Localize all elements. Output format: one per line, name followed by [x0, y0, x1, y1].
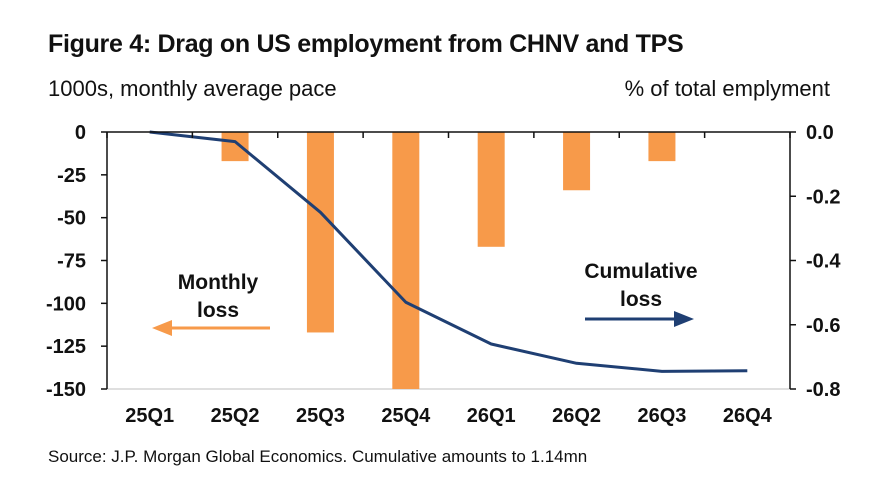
left-tick-label: 0 [75, 122, 86, 144]
left-tick-label: -25 [57, 165, 86, 187]
chart-title: Figure 4: Drag on US employment from CHN… [48, 30, 684, 58]
category-label-25Q4: 25Q4 [381, 405, 431, 427]
category-label-26Q4: 26Q4 [723, 405, 773, 427]
cumulative-loss-arrow-head [674, 311, 694, 327]
bar-25Q4 [392, 132, 420, 389]
right-axis-unit: % of total emplyment [624, 76, 830, 101]
category-label-25Q3: 25Q3 [296, 405, 345, 427]
monthly-loss-arrow-head [152, 320, 172, 336]
axes [101, 131, 796, 390]
left-tick-label: -125 [46, 336, 86, 358]
cumulative-loss-annotation-text: loss [620, 288, 662, 311]
cumulative-loss-line [149, 130, 748, 373]
right-tick-label: -0.8 [806, 379, 840, 401]
monthly-loss-annotation-text: Monthly [178, 271, 259, 294]
category-label-26Q1: 26Q1 [467, 405, 516, 427]
category-label-25Q2: 25Q2 [211, 405, 260, 427]
right-tick-label: -0.6 [806, 315, 840, 337]
bar-25Q3 [306, 132, 334, 333]
left-tick-label: -50 [57, 208, 86, 230]
left-tick-label: -100 [46, 293, 86, 315]
right-tick-label: 0.0 [806, 122, 834, 144]
category-label-25Q1: 25Q1 [125, 405, 174, 427]
bar-26Q2 [563, 132, 591, 191]
cumulative-loss-line-group [149, 130, 748, 373]
bar-26Q1 [477, 132, 505, 247]
left-tick-label: -75 [57, 251, 86, 273]
annotations: Monthly loss Cumulative loss [152, 260, 698, 336]
source-note: Source: J.P. Morgan Global Economics. Cu… [48, 447, 588, 466]
bar-26Q3 [648, 132, 676, 162]
tick-labels: 0 -25 -50 -75 -100 -125 -150 0.0 -0.2 -0.4 -0.6 -0.… [46, 122, 841, 427]
bar-25Q2 [221, 132, 249, 162]
right-tick-label: -0.2 [806, 186, 840, 208]
category-label-26Q2: 26Q2 [552, 405, 601, 427]
cumulative-loss-annotation-text: Cumulative [584, 260, 697, 283]
left-axis-unit: 1000s, monthly average pace [48, 76, 337, 101]
category-label-26Q3: 26Q3 [637, 405, 686, 427]
monthly-loss-bars [221, 132, 676, 389]
left-tick-label: -150 [46, 379, 86, 401]
right-tick-label: -0.4 [806, 251, 841, 273]
monthly-loss-annotation-text: loss [197, 299, 239, 322]
